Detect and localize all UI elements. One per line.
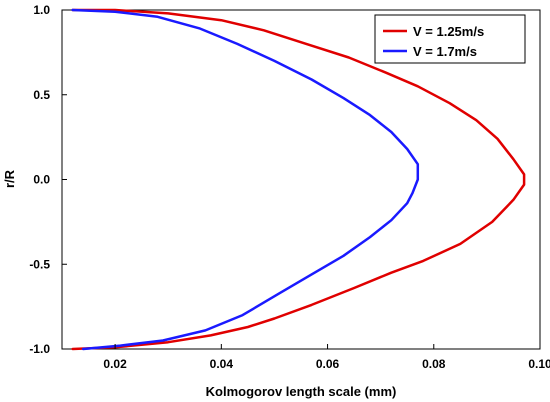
- x-tick-label: 0.08: [422, 357, 446, 371]
- y-tick-label: 1.0: [33, 3, 50, 17]
- y-tick-label: -1.0: [29, 342, 50, 356]
- y-tick-label: 0.0: [33, 173, 50, 187]
- series-layer: [71, 8, 526, 351]
- x-tick-label: 0.10: [528, 357, 550, 371]
- y-tick-label: -0.5: [29, 257, 50, 271]
- series-line-2: [71, 8, 420, 351]
- x-axis-title: Kolmogorov length scale (mm): [206, 384, 397, 399]
- legend-label-2: V = 1.7m/s: [413, 44, 477, 59]
- y-axis-ticks: 1.0 0.5 0.0 -0.5 -1.0: [29, 3, 67, 356]
- x-axis-ticks: 0.02 0.04 0.06 0.08 0.10: [103, 344, 550, 371]
- x-tick-label: 0.04: [210, 357, 234, 371]
- legend-box: [374, 14, 526, 64]
- y-axis-title: r/R: [2, 169, 17, 188]
- x-tick-label: 0.06: [316, 357, 340, 371]
- y-tick-label: 0.5: [33, 88, 50, 102]
- legend: V = 1.25m/s V = 1.7m/s: [374, 14, 526, 64]
- series-line-1: [71, 8, 526, 351]
- x-tick-label: 0.02: [103, 357, 127, 371]
- legend-label-1: V = 1.25m/s: [413, 24, 484, 39]
